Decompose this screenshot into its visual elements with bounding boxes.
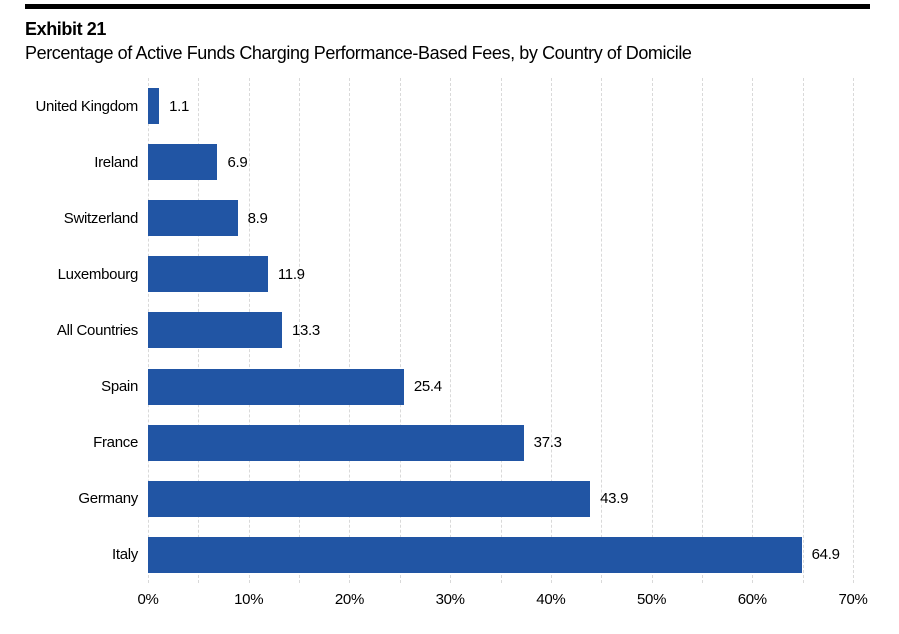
gridline [651, 78, 653, 583]
category-label: United Kingdom [35, 97, 138, 115]
bar [148, 256, 268, 293]
x-tick-label: 30% [435, 591, 465, 608]
gridline [752, 78, 754, 583]
category-label: Italy [111, 546, 138, 564]
gridline [550, 78, 552, 583]
chart-row: 6.9 [148, 134, 853, 190]
bar [148, 480, 591, 517]
gridline [802, 78, 804, 583]
exhibit-number: Exhibit 21 [25, 19, 107, 39]
chart-row: 11.9 [148, 246, 853, 302]
x-tick-label: 60% [737, 591, 767, 608]
x-tick-label: 0% [137, 591, 159, 608]
gridline [349, 78, 351, 583]
gridline [450, 78, 452, 583]
gridline [853, 78, 854, 583]
value-label: 64.9 [811, 546, 840, 564]
category-label: Spain [101, 378, 138, 396]
value-label: 13.3 [291, 321, 320, 339]
value-label: 1.1 [169, 97, 190, 115]
chart-row: 25.4 [148, 358, 853, 414]
plot-area: 1.1 6.9 8.9 11.9 13.3 25.4 37.3 43.9 64.9 [148, 78, 854, 583]
value-label: 43.9 [600, 490, 629, 508]
chart-row: 43.9 [148, 471, 853, 527]
chart-row: 64.9 [148, 527, 853, 583]
value-label: 11.9 [277, 265, 305, 283]
category-label: Germany [78, 490, 138, 508]
bar [148, 312, 282, 349]
gridline [601, 78, 603, 583]
bar [148, 88, 160, 125]
chart-row: 8.9 [148, 190, 853, 246]
chart-row: 37.3 [148, 415, 853, 471]
chart-row: 1.1 [148, 78, 853, 134]
x-tick-label: 50% [637, 591, 667, 608]
category-label: France [93, 434, 138, 452]
x-tick-label: 20% [334, 591, 364, 608]
chart-row: 13.3 [148, 302, 853, 358]
category-label: Switzerland [63, 209, 139, 227]
gridline [701, 78, 703, 583]
x-axis: 0% 10% 20% 30% 40% 50% 60% 70% [137, 591, 867, 611]
x-tick-label: 70% [838, 591, 868, 608]
category-label: Ireland [94, 153, 138, 171]
value-label: 6.9 [227, 153, 248, 171]
bar [148, 424, 524, 461]
value-label: 8.9 [247, 209, 268, 227]
value-label: 37.3 [533, 434, 562, 452]
gridline [500, 78, 502, 583]
x-tick-label: 10% [234, 591, 264, 608]
bar [148, 200, 238, 237]
gridline [299, 78, 301, 583]
category-label: Luxembourg [57, 265, 139, 283]
category-label: All Countries [56, 321, 138, 339]
chart-title: Percentage of Active Funds Charging Perf… [25, 43, 692, 63]
bar [148, 368, 404, 405]
category-axis: United Kingdom Ireland Switzerland Luxembou… [25, 78, 148, 583]
bar-chart: United Kingdom Ireland Switzerland Luxembou… [25, 78, 854, 583]
exhibit-page: Exhibit 21 Percentage of Active Funds Ch… [0, 4, 899, 611]
value-label: 25.4 [413, 378, 442, 396]
bar [148, 536, 802, 573]
gridline [399, 78, 401, 583]
bar [148, 144, 218, 181]
top-rule [25, 4, 870, 9]
x-tick-label: 40% [536, 591, 566, 608]
